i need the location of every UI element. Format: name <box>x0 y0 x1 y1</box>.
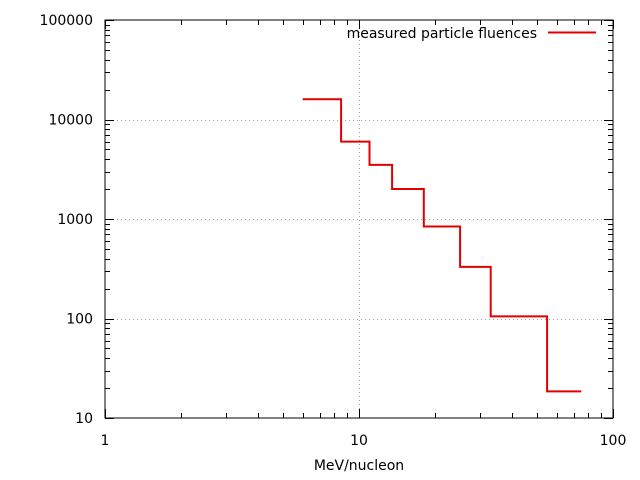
plot-border <box>104 19 614 419</box>
minor-ticks <box>105 20 613 418</box>
legend: measured particle fluences <box>347 26 596 42</box>
y-tick-label: 100 <box>66 312 93 328</box>
grid <box>105 20 613 418</box>
series-layer <box>302 98 582 393</box>
x-tick-label: 100 <box>600 433 627 449</box>
y-tick-labels: 10 100 1000 10000 100000 <box>40 13 93 427</box>
x-tick-label: 10 <box>350 433 368 449</box>
legend-label: measured particle fluences <box>347 26 537 42</box>
series-step-line <box>302 98 582 393</box>
x-tick-labels: 1 10 100 <box>101 433 627 449</box>
y-tick-label: 1000 <box>57 212 93 228</box>
x-axis-label: MeV/nucleon <box>314 458 404 474</box>
y-tick-label: 100000 <box>40 13 93 29</box>
y-tick-label: 10000 <box>48 113 93 129</box>
x-tick-label: 1 <box>101 433 110 449</box>
y-tick-label: 10 <box>75 411 93 427</box>
